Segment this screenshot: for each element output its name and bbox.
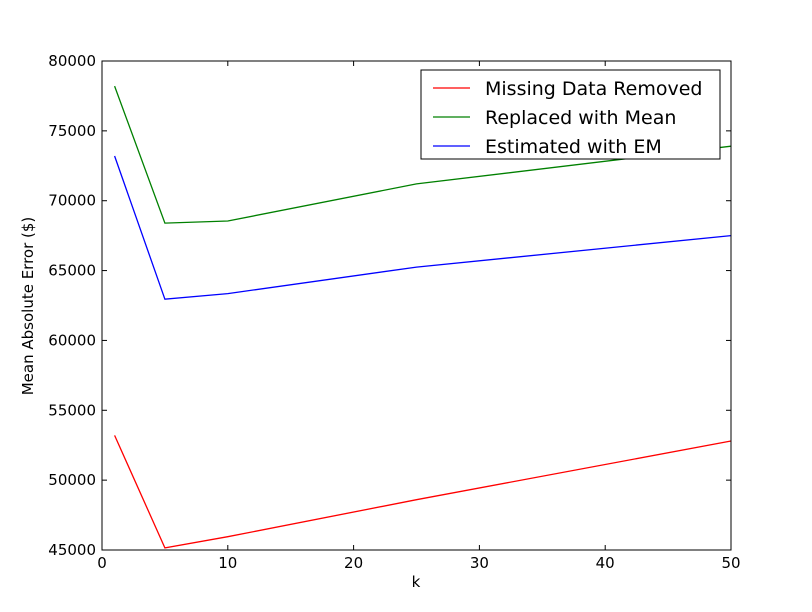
x-tick-label: 10 (218, 554, 237, 572)
y-tick-label: 45000 (48, 541, 96, 559)
series-layer (113, 85, 732, 549)
legend-label-0: Missing Data Removed (485, 78, 702, 100)
y-tick-label: 70000 (48, 192, 96, 210)
y-tick-label: 60000 (48, 331, 96, 349)
y-tick-label: 55000 (48, 401, 96, 419)
legend-frame (420, 69, 721, 160)
x-tick-label: 20 (344, 554, 363, 572)
y-tick-label: 50000 (48, 471, 96, 489)
x-tick-label: 0 (97, 554, 107, 572)
legend: Missing Data Removed Replaced with Mean Es… (420, 69, 721, 160)
series-line-1 (113, 85, 732, 224)
y-tick-label: 65000 (48, 262, 96, 280)
x-tick-label: 50 (721, 554, 740, 572)
series-line-0 (114, 435, 732, 549)
plot-frame (101, 60, 732, 551)
y-tick-label: 80000 (48, 52, 96, 70)
legend-label-2: Estimated with EM (485, 136, 662, 158)
x-tick-label: 30 (470, 554, 489, 572)
series-line-2 (113, 155, 732, 300)
y-tick-label: 75000 (48, 122, 96, 140)
tick-layer: 0 10 20 30 40 50 45000 50000 55000 60000 65000 7000… (48, 52, 740, 572)
y-axis-label: Mean Absolute Error ($) (19, 217, 37, 396)
x-axis-label: k (412, 573, 421, 591)
x-tick-label: 40 (596, 554, 615, 572)
legend-label-1: Replaced with Mean (485, 107, 676, 129)
